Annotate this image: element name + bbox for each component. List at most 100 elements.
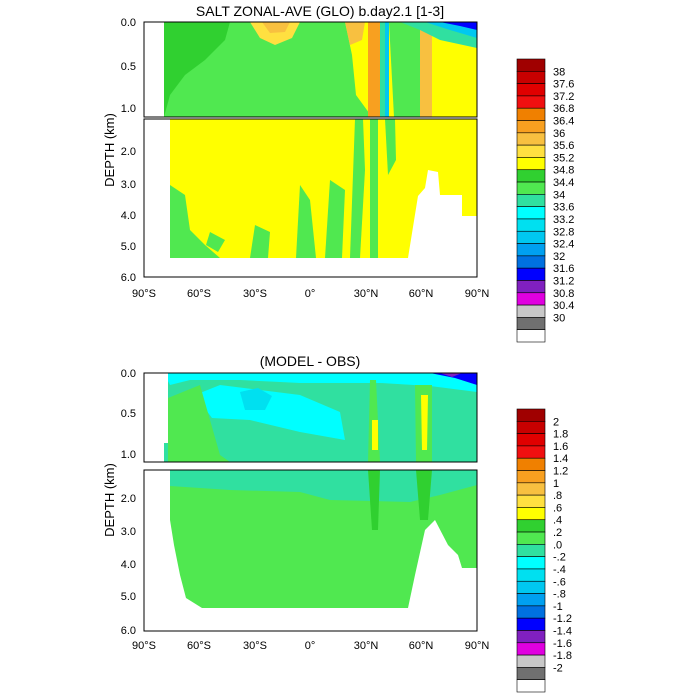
bottom-ylabel: DEPTH (km) xyxy=(102,463,117,537)
bottom-xtick-60N: 60°N xyxy=(409,640,434,652)
bottom-ytick-0.0: 0.0 xyxy=(121,368,136,380)
top-panel: SALT ZONAL-AVE (GLO) b.day2.1 [1-3] xyxy=(102,3,574,343)
colorbar-swatch xyxy=(516,433,546,447)
colorbar-label: 35.6 xyxy=(553,140,574,152)
top-ytick-5.0: 5.0 xyxy=(121,241,136,253)
top-ytick-6.0: 6.0 xyxy=(121,272,136,284)
colorbar-label: .0 xyxy=(553,539,562,551)
bottom-upper-field xyxy=(144,373,477,462)
colorbar-swatch xyxy=(516,157,546,171)
colorbar-swatch xyxy=(516,58,546,72)
colorbar-label: 36.4 xyxy=(553,116,574,128)
top-ytick-4.0: 4.0 xyxy=(121,210,136,222)
colorbar-label: 38 xyxy=(553,66,565,78)
bottom-colorbar: 21.81.61.41.21.8.6.4.2.0-.2-.4-.6-.8-1-1… xyxy=(516,408,572,693)
colorbar-label: 1.2 xyxy=(553,466,568,478)
colorbar-label: 1.6 xyxy=(553,441,568,453)
bottom-xtick-0: 0° xyxy=(305,640,316,652)
top-ytick-1.0: 1.0 xyxy=(121,103,136,115)
colorbar-swatch xyxy=(516,531,546,545)
colorbar-swatch xyxy=(516,218,546,232)
colorbar-label: 32 xyxy=(553,251,565,263)
top-xtick-0: 0° xyxy=(305,288,316,300)
colorbar-swatch xyxy=(516,654,546,668)
colorbar-label: -.6 xyxy=(553,576,566,588)
colorbar-label: 30 xyxy=(553,312,565,324)
colorbar-swatch xyxy=(516,642,546,656)
colorbar-swatch xyxy=(516,329,546,343)
bottom-panel: (MODEL - OBS) DEPTH (km) xyxy=(102,353,572,693)
colorbar-swatch xyxy=(516,292,546,306)
colorbar-label: 1.8 xyxy=(553,429,568,441)
colorbar-swatch xyxy=(516,83,546,97)
colorbar-label: 37.2 xyxy=(553,91,574,103)
colorbar-label: -1.2 xyxy=(553,613,572,625)
colorbar-swatch xyxy=(516,120,546,134)
bottom-upper-frame xyxy=(143,372,478,463)
colorbar-label: -1 xyxy=(553,601,563,613)
top-xtick-30N: 30°N xyxy=(354,288,379,300)
top-upper-frame xyxy=(143,21,478,118)
colorbar-label: 30.4 xyxy=(553,300,574,312)
colorbar-label: .2 xyxy=(553,527,562,539)
colorbar-swatch xyxy=(516,144,546,158)
colorbar-label: 31.6 xyxy=(553,263,574,275)
colorbar-label: 34.4 xyxy=(553,177,574,189)
colorbar-swatch xyxy=(516,580,546,594)
colorbar-swatch xyxy=(516,107,546,121)
bottom-ytick-4.0: 4.0 xyxy=(121,559,136,571)
top-x-ticks: 90°S 60°S 30°S 0° 30°N 60°N 90°N xyxy=(132,288,489,300)
colorbar-label: -.4 xyxy=(553,564,566,576)
colorbar-swatch xyxy=(516,470,546,484)
colorbar-swatch xyxy=(516,230,546,244)
top-y-ticks-upper: 0.0 0.5 1.0 xyxy=(121,17,136,115)
colorbar-swatch xyxy=(516,507,546,521)
top-ytick-3.0: 3.0 xyxy=(121,179,136,191)
colorbar-label: 1.4 xyxy=(553,453,568,465)
bottom-xtick-30S: 30°S xyxy=(243,640,267,652)
bottom-xtick-90N: 90°N xyxy=(465,640,490,652)
bottom-xtick-90S: 90°S xyxy=(132,640,156,652)
colorbar-swatch xyxy=(516,181,546,195)
colorbar-label: .6 xyxy=(553,502,562,514)
colorbar-label: 2 xyxy=(553,416,559,428)
colorbar-label: 34.8 xyxy=(553,165,574,177)
colorbar-swatch xyxy=(516,544,546,557)
colorbar-label: -.2 xyxy=(553,552,566,564)
colorbar-label: 30.8 xyxy=(553,288,574,300)
bottom-y-ticks-lower: 2.0 3.0 4.0 5.0 6.0 xyxy=(121,493,136,637)
colorbar-label: 33.6 xyxy=(553,202,574,214)
colorbar-swatch xyxy=(516,568,546,582)
colorbar-label: -.8 xyxy=(553,589,566,601)
colorbar-label: .4 xyxy=(553,515,562,527)
colorbar-label: 33.2 xyxy=(553,214,574,226)
top-ytick-2.0: 2.0 xyxy=(121,146,136,158)
colorbar-swatch xyxy=(516,494,546,508)
top-y-ticks-lower: 2.0 3.0 4.0 5.0 6.0 xyxy=(121,146,136,284)
colorbar-swatch xyxy=(516,71,546,84)
top-colorbar: 3837.637.236.836.43635.635.234.834.43433… xyxy=(516,58,574,343)
top-lower-frame xyxy=(143,118,478,278)
colorbar-label: 32.4 xyxy=(553,239,574,251)
colorbar-label: 35.2 xyxy=(553,152,574,164)
top-lower-field xyxy=(144,119,477,277)
top-xtick-30S: 30°S xyxy=(243,288,267,300)
colorbar-label: -2 xyxy=(553,662,563,674)
bottom-ytick-2.0: 2.0 xyxy=(121,493,136,505)
colorbar-swatch xyxy=(516,679,546,693)
bottom-ytick-5.0: 5.0 xyxy=(121,591,136,603)
bottom-ytick-0.5: 0.5 xyxy=(121,408,136,420)
top-title: SALT ZONAL-AVE (GLO) b.day2.1 [1-3] xyxy=(196,3,444,19)
bottom-ytick-3.0: 3.0 xyxy=(121,526,136,538)
colorbar-swatch xyxy=(516,280,546,294)
top-xtick-60N: 60°N xyxy=(409,288,434,300)
bottom-x-ticks: 90°S 60°S 30°S 0° 30°N 60°N 90°N xyxy=(132,640,489,652)
colorbar-swatch xyxy=(516,556,546,570)
colorbar-label: 36.8 xyxy=(553,103,574,115)
colorbar-swatch xyxy=(516,95,546,109)
colorbar-swatch xyxy=(516,457,546,471)
colorbar-swatch xyxy=(516,255,546,269)
colorbar-swatch xyxy=(516,630,546,644)
colorbar-label: 1 xyxy=(553,478,559,490)
